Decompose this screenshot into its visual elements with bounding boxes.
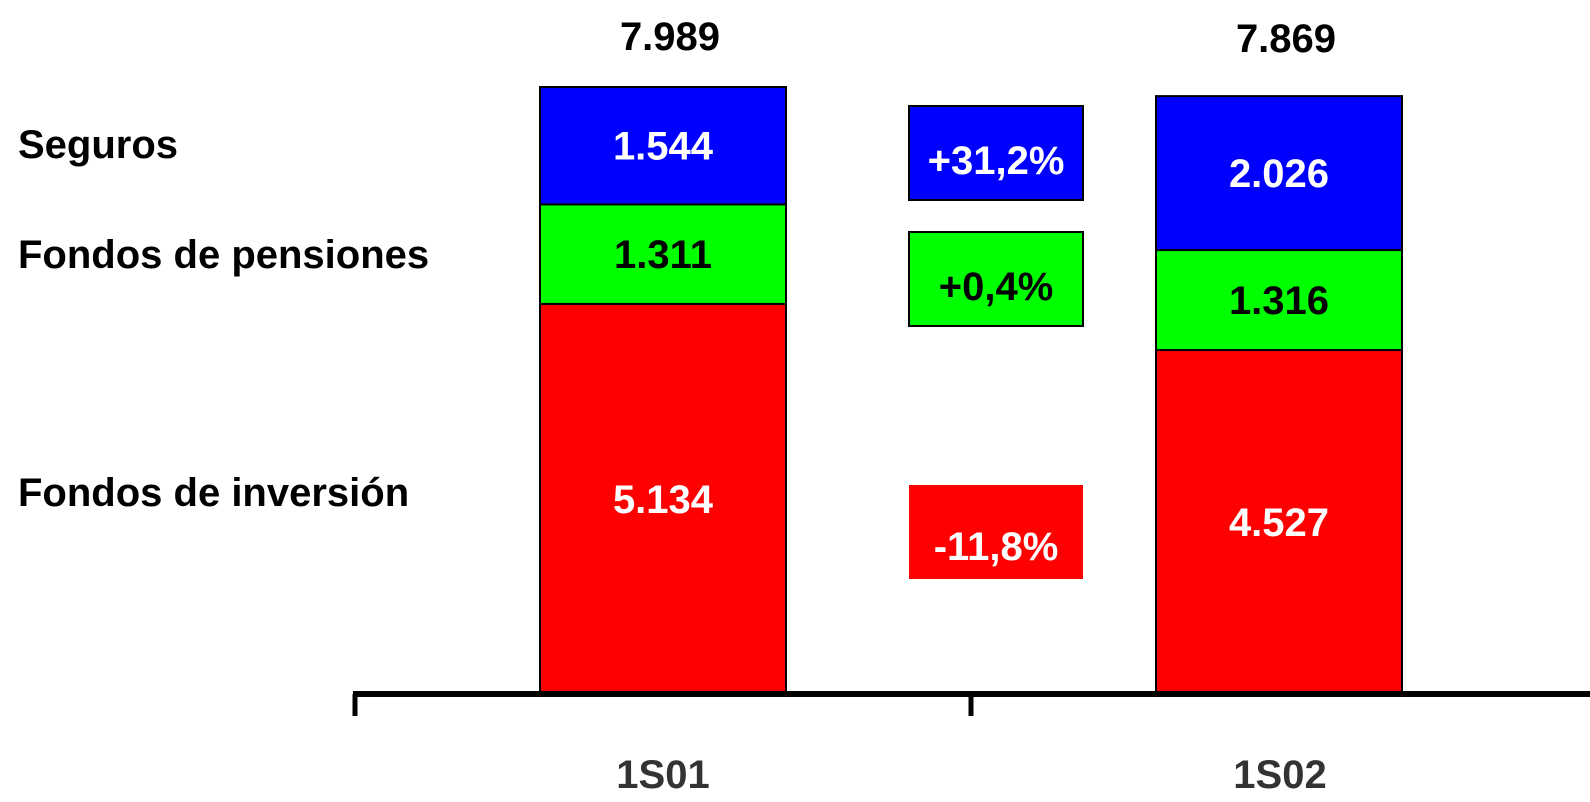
change-label-fondos-inversion: -11,8% [934,525,1059,569]
change-badge-fondos-inversion [909,485,1083,579]
change-label-seguros: +31,2% [928,139,1065,183]
bar-seguros-1s02 [1155,95,1403,252]
legend-label-fondos-pensiones: Fondos de pensiones [18,233,429,277]
value-label-fondos-inversion-1s01: 5.134 [613,478,714,522]
value-label-fondos-pensiones-1s01: 1.311 [614,233,712,277]
value-label-seguros-1s01: 1.544 [613,125,714,169]
change-badges-group: +31,2% +0,4% -11,8% [908,105,1084,579]
change-label-fondos-pensiones: +0,4% [939,265,1054,309]
bar-fondos-pensiones-1s02 [1155,249,1403,352]
bar-seguros-1s01 [539,86,787,206]
total-label-1s01: 7.989 [620,15,720,59]
x-tick-label-1s01: 1S01 [616,753,709,797]
change-badge-seguros [908,105,1084,201]
value-label-fondos-inversion-1s02: 4.527 [1229,501,1329,545]
bars-group: 5.134 1.311 1.544 4.527 1.316 2.026 [539,86,1403,695]
x-tick-label-1s02: 1S02 [1233,753,1326,797]
bar-fondos-inversion-1s01 [539,302,787,695]
value-label-seguros-1s02: 2.026 [1229,152,1329,196]
value-label-fondos-pensiones-1s02: 1.316 [1229,279,1329,323]
legend-label-fondos-inversion: Fondos de inversión [18,471,409,515]
total-label-1s02: 7.869 [1236,17,1336,61]
legend-label-seguros: Seguros [18,123,178,167]
change-badge-fondos-pensiones [908,231,1084,327]
